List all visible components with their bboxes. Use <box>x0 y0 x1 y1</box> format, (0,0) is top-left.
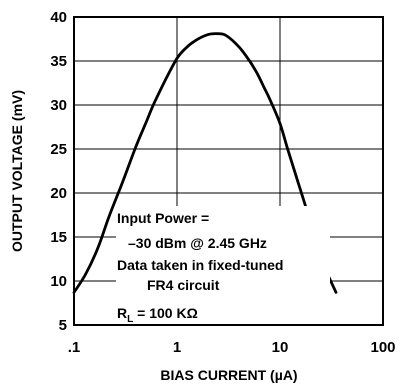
plot-frame <box>73 16 384 326</box>
annotation-line-4: FR4 circuit <box>147 277 220 293</box>
load-resistance-value: = 100 K <box>133 305 186 321</box>
x-axis-title: BIAS CURRENT (µA) <box>160 367 297 383</box>
x-axis-title-prefix: BIAS CURRENT ( <box>160 367 275 383</box>
x-axis-title-suffix: A) <box>283 367 298 383</box>
y-tick-label-30: 30 <box>50 97 67 114</box>
annotation-load-resistance: RL = 100 KΩ <box>117 305 198 325</box>
x-tick-label-1: 1 <box>173 339 181 356</box>
tick-labels: 5 10 15 20 25 30 35 40 .1 1 10 100 <box>50 9 395 356</box>
y-tick-label-40: 40 <box>50 9 67 26</box>
y-tick-label-15: 15 <box>50 229 67 246</box>
annotation-box: Input Power = –30 dBm @ 2.45 GHz Data ta… <box>116 206 330 325</box>
y-tick-label-5: 5 <box>59 317 67 334</box>
x-tick-label-100: 100 <box>370 339 395 356</box>
output-voltage-curve <box>72 32 338 294</box>
y-axis-title: OUTPUT VOLTAGE (mV) <box>9 90 25 252</box>
load-resistance-subscript: L <box>127 314 133 325</box>
y-tick-label-20: 20 <box>50 185 67 202</box>
annotation-line-2: –30 dBm @ 2.45 GHz <box>128 235 267 251</box>
y-tick-label-35: 35 <box>50 53 67 70</box>
annotation-line-1: Input Power = <box>117 210 209 226</box>
ohm-symbol: Ω <box>187 305 198 321</box>
annotation-line-3: Data taken in fixed-tuned <box>117 257 283 273</box>
y-tick-label-10: 10 <box>50 273 67 290</box>
x-tick-label-.1: .1 <box>68 339 81 356</box>
load-resistance-symbol: R <box>117 305 127 321</box>
y-tick-label-25: 25 <box>50 141 67 158</box>
micro-symbol: µ <box>275 367 283 383</box>
annotation-background <box>116 206 330 324</box>
x-tick-label-10: 10 <box>272 339 289 356</box>
